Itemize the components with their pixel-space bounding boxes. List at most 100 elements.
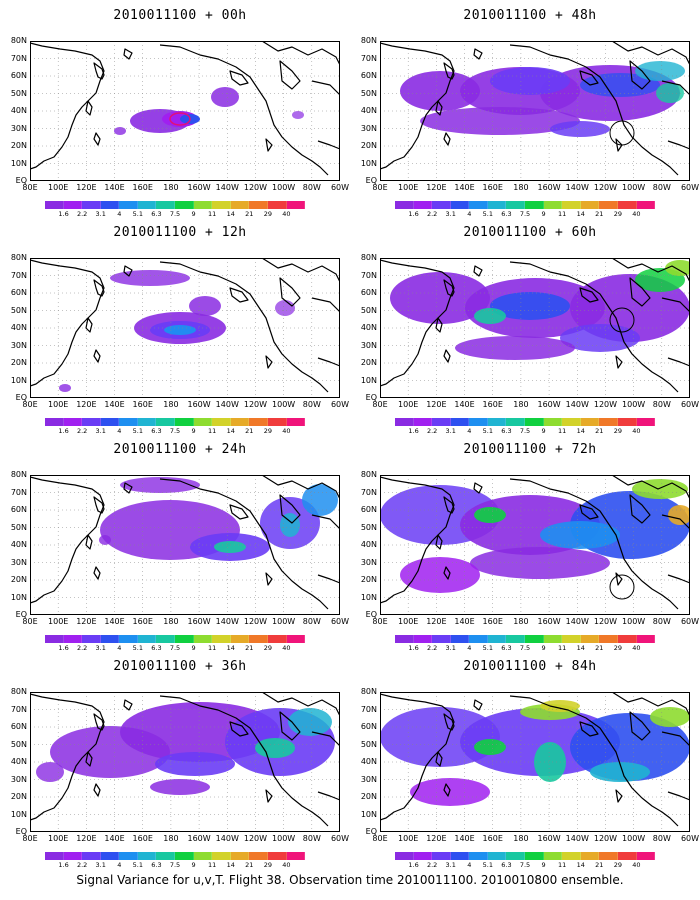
colorbar-level-label: 5.1: [482, 210, 494, 218]
signal-contour: [590, 762, 650, 782]
colorbar-swatch: [599, 635, 618, 643]
colorbar-swatch: [562, 852, 581, 860]
colorbar-level-label: 11: [208, 427, 217, 435]
colorbar-level-label: 3.1: [95, 861, 106, 869]
colorbar-level-label: 1.6: [408, 210, 419, 218]
lon-tick-label: 180: [163, 400, 179, 409]
lon-tick-label: 120W: [593, 183, 618, 192]
colorbar-swatch: [156, 201, 176, 209]
panel-title: 2010011100 + 60h: [463, 225, 597, 240]
lat-tick-label: 70N: [360, 704, 377, 714]
colorbar-level-label: 9: [191, 644, 196, 652]
lon-tick-label: 100E: [48, 834, 69, 843]
lon-tick-label: 120E: [76, 183, 97, 192]
lon-tick-label: 160E: [132, 400, 153, 409]
colorbar-level-label: 6.3: [151, 644, 162, 652]
colorbar-swatch: [469, 418, 488, 426]
lat-tick-label: 40N: [360, 323, 377, 332]
lat-axis: 80N 70N 60N 50N 40N 30N 20N 10N EQ: [10, 37, 29, 185]
lon-tick-label: 120W: [593, 400, 618, 409]
coastline: [93, 566, 101, 580]
colorbar-swatch: [193, 635, 213, 643]
coastline: [443, 279, 455, 297]
colorbar-swatch: [580, 418, 600, 426]
map-plot: [380, 475, 690, 615]
colorbar-level-label: 2.2: [426, 644, 438, 652]
lat-tick-label: 30N: [10, 340, 27, 350]
colorbar-level-label: 7.5: [169, 210, 181, 218]
lat-axis: 80N 70N 60N 50N 40N 30N 20N 10N EQ: [10, 471, 29, 619]
lat-tick-label: 80N: [10, 687, 27, 696]
coastline: [611, 692, 690, 717]
colorbar-swatch: [267, 635, 287, 643]
signal-contour: [474, 739, 506, 755]
colorbar-swatch: [487, 201, 507, 209]
lon-tick-label: 60W: [680, 183, 700, 192]
colorbar-level-label: 21: [245, 427, 254, 435]
lat-tick-label: 60N: [360, 71, 377, 80]
colorbar-level-label: 21: [595, 427, 604, 435]
coastline: [611, 475, 690, 500]
colorbar-swatch: [562, 418, 581, 426]
lat-tick-label: 40N: [10, 757, 27, 766]
lat-tick-label: 80N: [360, 687, 377, 696]
lat-tick-label: 60N: [360, 288, 377, 297]
colorbar-swatch: [506, 418, 526, 426]
lon-tick-label: 80E: [22, 400, 38, 409]
lat-tick-label: 80N: [360, 253, 377, 262]
lon-axis: 80E 100E 120E 140E 160E 180 160W 140W 120W 100W 80…: [372, 618, 699, 628]
colorbar-swatch: [469, 852, 488, 860]
coastline: [667, 574, 690, 584]
colorbar-level-label: 21: [595, 861, 604, 869]
colorbar-level-label: 1.6: [408, 427, 419, 435]
lat-tick-label: EQ: [15, 176, 27, 185]
colorbar-swatch: [543, 418, 563, 426]
lat-tick-label: 40N: [10, 106, 27, 115]
lat-tick-label: 20N: [10, 141, 27, 150]
lon-tick-label: 120E: [426, 834, 447, 843]
colorbar-level-label: 29: [263, 427, 272, 435]
lon-tick-label: 120E: [76, 617, 97, 626]
coastline: [93, 783, 101, 797]
colorbar-swatch: [45, 201, 64, 209]
lon-tick-label: 160W: [537, 400, 561, 409]
colorbar-level-label: 6.3: [501, 644, 512, 652]
colorbar-swatch: [45, 635, 64, 643]
lon-tick-label: 140E: [104, 617, 125, 626]
colorbar-level-label: 21: [245, 861, 254, 869]
coastline: [85, 317, 93, 333]
colorbar-swatch: [450, 852, 470, 860]
signal-contour: [155, 752, 235, 776]
colorbar-level-label: 6.3: [151, 210, 162, 218]
colorbar-level-label: 3.1: [95, 644, 106, 652]
colorbar-level-label: 2.2: [426, 210, 438, 218]
colorbar-level-label: 14: [576, 644, 585, 652]
lon-tick-label: 180: [163, 617, 179, 626]
colorbar-level-label: 14: [576, 861, 585, 869]
colorbar-level-label: 29: [263, 644, 272, 652]
colorbar-level-label: 21: [245, 644, 254, 652]
colorbar-swatch: [249, 852, 268, 860]
colorbar-level-label: 2.2: [426, 861, 438, 869]
coastline: [123, 699, 133, 711]
lat-tick-label: 80N: [10, 470, 27, 479]
colorbar-swatch: [617, 852, 637, 860]
colorbar-level-label: 29: [613, 427, 622, 435]
panel-title: 2010011100 + 36h: [113, 659, 247, 674]
colorbar-level-label: 1.6: [58, 644, 69, 652]
signal-contour: [390, 272, 490, 324]
colorbar-swatch: [636, 201, 656, 209]
colorbar-level-label: 7.5: [169, 861, 181, 869]
colorbar-level-label: 5.1: [482, 427, 494, 435]
panel-title: 2010011100 + 72h: [463, 442, 597, 457]
coastline: [30, 259, 105, 387]
lon-axis: 80E 100E 120E 140E 160E 180 160W 140W 120W 100W 80…: [372, 400, 699, 411]
colorbar-level-label: 9: [541, 861, 546, 869]
lon-tick-label: 100E: [398, 400, 419, 409]
lon-tick-label: 120W: [243, 617, 268, 626]
lon-tick-label: 60W: [680, 617, 700, 626]
coastline: [265, 572, 273, 586]
colorbar-level-label: 40: [282, 210, 291, 218]
colorbar-level-label: 5.1: [482, 861, 494, 869]
lat-tick-label: 50N: [360, 305, 377, 315]
